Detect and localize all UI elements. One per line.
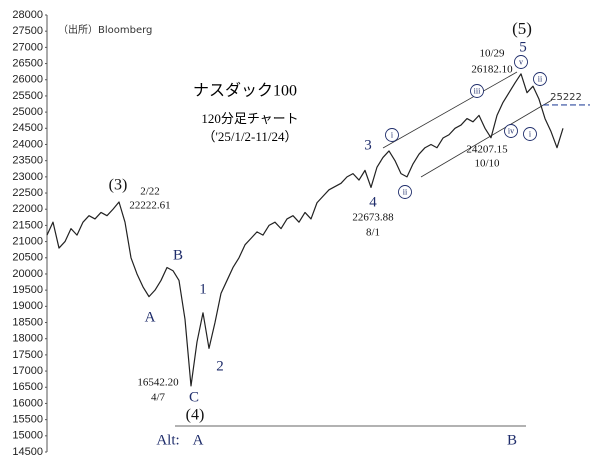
price-line — [46, 73, 564, 387]
annotation: 26182.10 — [471, 64, 513, 76]
wave-circle — [470, 84, 484, 98]
y-tick-label: 15000 — [12, 430, 43, 442]
y-tick-label: 21500 — [12, 219, 43, 231]
wave-circle — [504, 124, 518, 138]
wave-circle — [533, 72, 547, 86]
annotation: 22222.61 — [129, 200, 170, 212]
annotation: (4) — [186, 407, 205, 424]
circled-label: i — [391, 130, 394, 139]
annotation: 5 — [519, 39, 527, 55]
annotation: C — [189, 389, 199, 405]
y-tick-label: 18500 — [12, 316, 43, 328]
annotation: 3 — [364, 137, 372, 153]
chart-title: ナスダック100 — [193, 82, 297, 100]
annotation: (3) — [109, 177, 128, 194]
circled-label: iii — [474, 86, 481, 95]
annotation: 1 — [199, 281, 207, 297]
annotation: A — [193, 432, 204, 448]
annotation: 2 — [216, 358, 224, 374]
y-tick-label: 19500 — [12, 284, 43, 296]
circled-label: v — [519, 57, 523, 66]
chart-subtitle: 120分足チャート — [201, 111, 298, 126]
y-tick-label: 26000 — [12, 74, 43, 86]
annotation: 8/1 — [366, 227, 380, 239]
annotation: 10/29 — [479, 48, 505, 60]
wave-circle — [514, 55, 528, 69]
y-tick-label: 23000 — [12, 171, 43, 183]
annotation: 24207.15 — [466, 144, 508, 156]
annotation: 10/10 — [474, 158, 500, 170]
annotation: B — [173, 247, 183, 263]
y-tick-label: 24000 — [12, 138, 43, 150]
y-tick-label: 27000 — [12, 41, 43, 53]
annotation: 22673.88 — [352, 212, 394, 224]
annotation: B — [507, 432, 517, 448]
y-tick-label: 16500 — [12, 381, 43, 393]
annotation: 4/7 — [151, 392, 166, 404]
y-tick-label: 16000 — [12, 397, 43, 409]
y-tick-label: 17000 — [12, 365, 43, 377]
source: （出所）Bloomberg — [58, 23, 152, 36]
wave-circle — [398, 185, 412, 199]
y-tick-label: 22000 — [12, 203, 43, 215]
y-tick-label: 14500 — [12, 446, 43, 458]
circled-label: i — [529, 129, 532, 138]
wave-circle — [385, 128, 399, 142]
circled-label: ii — [403, 187, 408, 196]
y-tick-label: 19000 — [12, 300, 43, 312]
y-tick-label: 15500 — [12, 414, 43, 426]
y-tick-label: 27500 — [12, 25, 43, 37]
annotation: 4 — [369, 194, 377, 210]
y-tick-label: 17500 — [12, 349, 43, 361]
circled-label: ii — [538, 74, 543, 83]
y-tick-label: 24500 — [12, 122, 43, 134]
wave-circle — [523, 127, 537, 141]
y-tick-label: 18000 — [12, 333, 43, 345]
y-tick-label: 22500 — [12, 187, 43, 199]
channel-line — [382, 71, 518, 149]
y-tick-label: 23500 — [12, 155, 43, 167]
annotation: (5) — [512, 19, 532, 38]
annotation: Alt: — [156, 432, 179, 448]
annotation: 16542.20 — [137, 377, 179, 389]
circled-label: iv — [508, 126, 514, 135]
y-tick-label: 25000 — [12, 106, 43, 118]
y-tick-label: 28000 — [12, 9, 43, 21]
y-tick-label: 20000 — [12, 268, 43, 280]
annotation: A — [145, 309, 156, 325]
y-tick-label: 21000 — [12, 235, 43, 247]
y-tick-label: 25500 — [12, 90, 43, 102]
channel-line — [420, 99, 553, 178]
annotation: 2/22 — [140, 186, 160, 198]
y-tick-label: 20500 — [12, 252, 43, 264]
chart-period: （'25/1/2-11/24） — [202, 129, 297, 144]
y-tick-label: 26500 — [12, 57, 43, 69]
level-label: 25222 — [550, 92, 582, 103]
